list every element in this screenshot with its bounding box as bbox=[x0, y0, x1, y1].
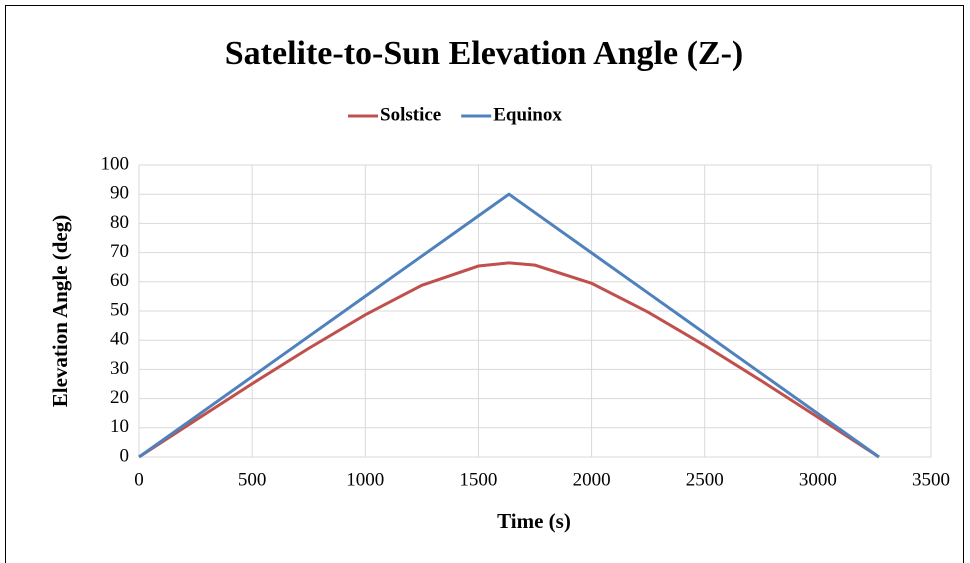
line-series bbox=[138, 261, 880, 459]
y-tick-label: 50 bbox=[110, 299, 129, 320]
x-tick-label: 2000 bbox=[573, 469, 611, 490]
x-tick-label: 0 bbox=[134, 469, 144, 490]
x-tick-label: 1500 bbox=[459, 469, 497, 490]
y-tick-label: 0 bbox=[120, 445, 130, 466]
chart-title: Satelite-to-Sun Elevation Angle (Z-) bbox=[225, 35, 743, 72]
y-tick-label: 90 bbox=[110, 183, 129, 204]
line-series bbox=[138, 192, 880, 459]
legend-label: Equinox bbox=[493, 104, 562, 125]
y-axis-label: Elevation Angle (deg) bbox=[48, 215, 72, 408]
y-tick-label: 10 bbox=[110, 416, 129, 437]
x-tick-label: 2500 bbox=[686, 469, 724, 490]
y-tick-label: 60 bbox=[110, 270, 129, 291]
x-tick-label: 3500 bbox=[912, 469, 950, 490]
y-tick-label: 20 bbox=[110, 387, 129, 408]
x-tick-label: 3000 bbox=[799, 469, 837, 490]
legend-label: Solstice bbox=[380, 104, 441, 125]
y-tick-label: 80 bbox=[110, 212, 129, 233]
chart-frame bbox=[5, 5, 964, 563]
y-tick-label: 70 bbox=[110, 241, 129, 262]
x-axis-label: Time (s) bbox=[497, 509, 571, 533]
x-tick-label: 1000 bbox=[346, 469, 384, 490]
x-tick-label: 500 bbox=[238, 469, 267, 490]
y-tick-label: 40 bbox=[110, 329, 129, 350]
y-tick-label: 30 bbox=[110, 358, 129, 379]
y-tick-label: 100 bbox=[101, 153, 130, 174]
